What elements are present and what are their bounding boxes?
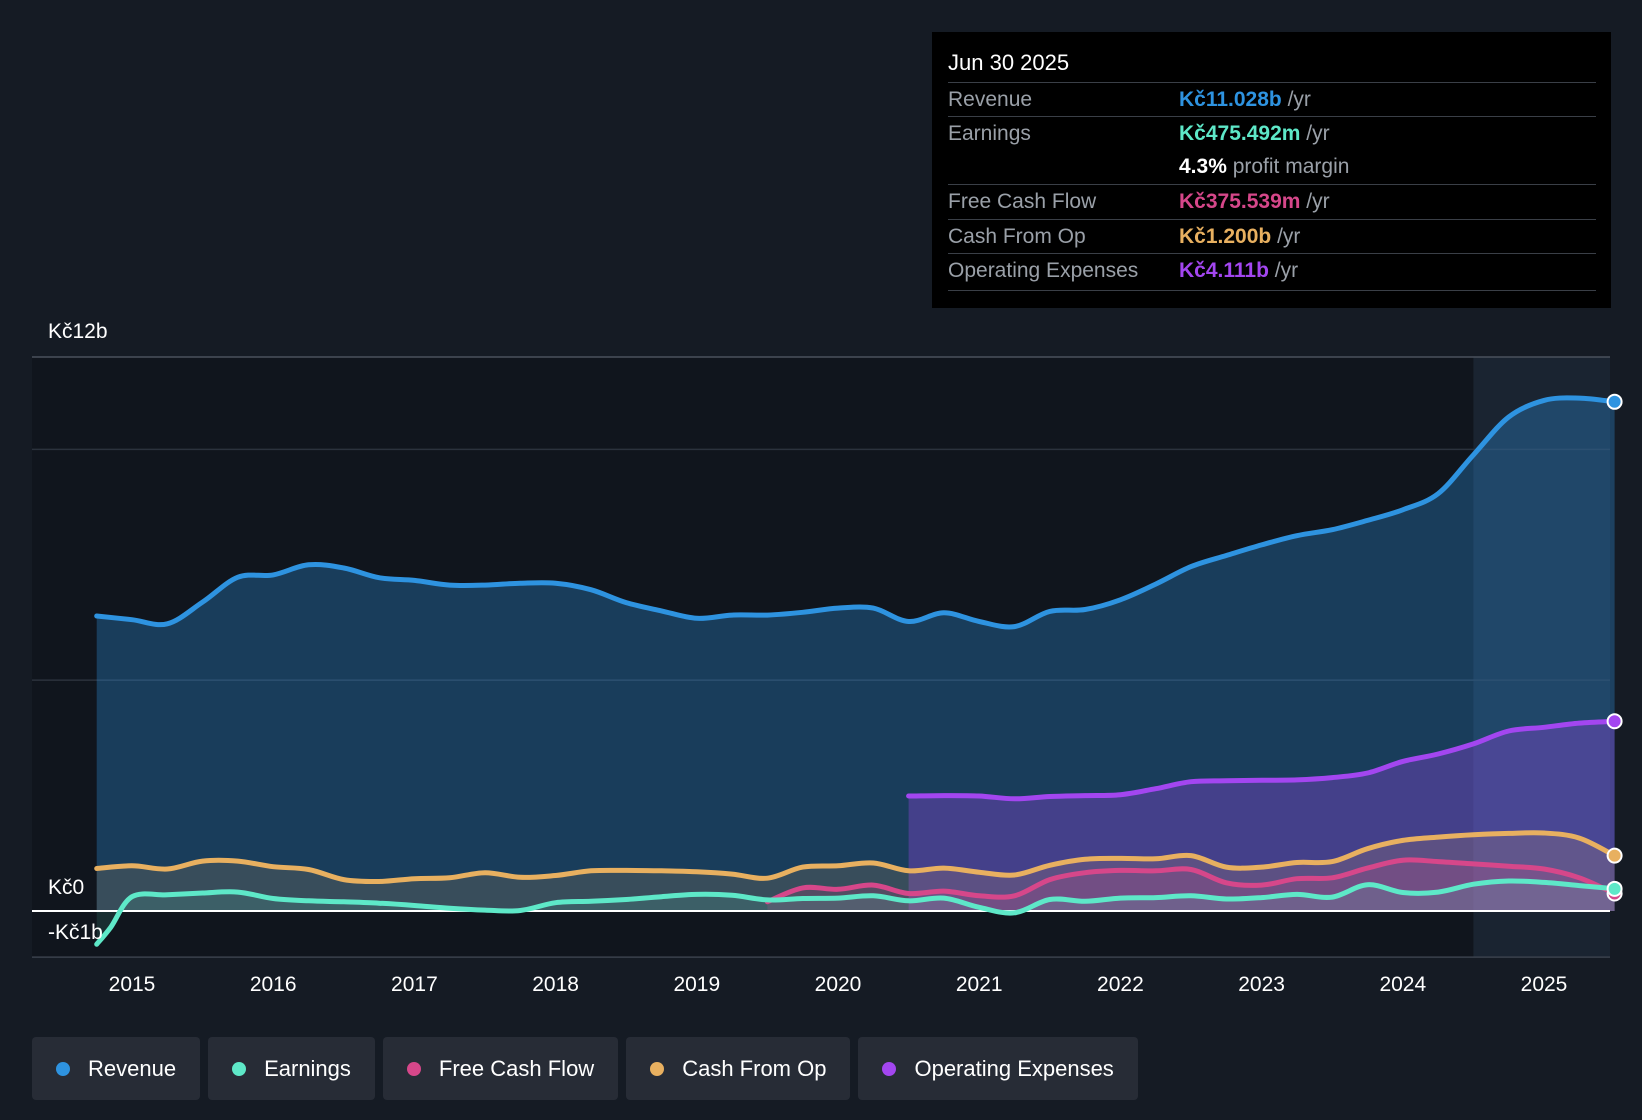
tooltip-value: Kč4.111b /yr	[1179, 259, 1299, 282]
tooltip-value: Kč1.200b /yr	[1179, 225, 1301, 248]
legend-item-revenue[interactable]: Revenue	[32, 1037, 201, 1100]
legend-item-free-cash-flow[interactable]: Free Cash Flow	[382, 1037, 619, 1100]
x-tick-label: 2017	[391, 973, 438, 996]
tooltip-row-profit-margin: 4.3% profit margin	[948, 150, 1596, 184]
tooltip-label: Earnings	[948, 122, 1031, 145]
x-tick-label: 2019	[673, 973, 720, 996]
earnings-line	[94, 878, 1618, 947]
x-tick-layer: 2015 2016 2017 2018 2019 2020 2021 2022 2023 2024…	[109, 973, 1568, 996]
tooltip-date: Jun 30 2025	[948, 50, 1070, 75]
cash-from-op-line	[94, 830, 1618, 885]
legend-item-cash-from-op[interactable]: Cash From Op	[626, 1037, 851, 1100]
tooltip-row-revenue: Revenue Kč11.028b /yr	[948, 82, 1596, 117]
x-tick-label: 2020	[815, 973, 862, 996]
tooltip-value: Kč375.539m /yr	[1179, 190, 1330, 213]
tooltip-panel: Jun 30 2025 Revenue Kč11.028b /yr Earnin…	[932, 32, 1611, 308]
x-tick-label: 2015	[109, 973, 156, 996]
cash-from-op-end-marker	[1606, 847, 1623, 864]
legend: Revenue Earnings Free Cash Flow Cash Fro…	[32, 1037, 1138, 1100]
y-axis-top-label: Kč12b	[48, 320, 108, 343]
legend-label: Earnings	[264, 1055, 351, 1081]
end-dot-layer	[1606, 393, 1623, 902]
y-axis-bottom-label: -Kč1b	[48, 921, 103, 944]
legend-label: Revenue	[88, 1055, 177, 1081]
tooltip-row-cash-from-op: Cash From Op Kč1.200b /yr	[948, 219, 1596, 254]
cash-from-op-area	[96, 832, 1615, 911]
legend-label: Cash From Op	[682, 1055, 827, 1081]
operating-expenses-line	[906, 718, 1618, 802]
legend-item-operating-expenses[interactable]: Operating Expenses	[858, 1037, 1138, 1100]
legend-item-earnings[interactable]: Earnings	[208, 1037, 375, 1100]
legend-dot-icon	[650, 1061, 665, 1076]
tooltip-row-operating-expenses: Operating Expenses Kč4.111b /yr	[948, 253, 1596, 288]
legend-label: Operating Expenses	[914, 1055, 1114, 1081]
tooltip-label: Revenue	[948, 88, 1033, 111]
x-tick-label: 2022	[1097, 973, 1144, 996]
legend-dot-icon	[232, 1061, 247, 1076]
operating-expenses-end-marker	[1606, 713, 1623, 730]
grid-layer	[32, 356, 1610, 958]
tooltip-label: Free Cash Flow	[948, 190, 1097, 213]
x-tick-label: 2018	[532, 973, 579, 996]
tooltip-label: Cash From Op	[948, 225, 1086, 248]
tooltip-value: 4.3% profit margin	[1179, 155, 1350, 178]
line-layer	[94, 395, 1618, 947]
legend-label: Free Cash Flow	[438, 1055, 595, 1081]
tooltip-divider	[948, 290, 1596, 291]
free-cash-flow-line	[764, 857, 1618, 905]
legend-dot-icon	[56, 1061, 70, 1076]
revenue-line	[94, 395, 1618, 630]
x-tick-label: 2025	[1521, 973, 1568, 996]
highlight-zone	[1473, 357, 1610, 958]
x-tick-label: 2021	[956, 973, 1003, 996]
revenue-end-marker	[1606, 393, 1623, 410]
tooltip-value: Kč475.492m /yr	[1179, 122, 1330, 145]
x-tick-label: 2016	[250, 973, 297, 996]
legend-dot-icon	[406, 1061, 421, 1076]
legend-dot-icon	[882, 1061, 897, 1076]
earnings-end-marker	[1606, 880, 1623, 897]
x-tick-label: 2023	[1238, 973, 1285, 996]
y-axis-zero-label: Kč0	[48, 876, 85, 899]
tooltip-value: Kč11.028b /yr	[1179, 88, 1311, 111]
x-tick-label: 2024	[1379, 973, 1426, 996]
tooltip-label: Operating Expenses	[948, 259, 1139, 282]
tooltip-row-free-cash-flow: Free Cash Flow Kč375.539m /yr	[948, 184, 1596, 219]
tooltip-row-earnings: Earnings Kč475.492m /yr	[948, 116, 1596, 151]
